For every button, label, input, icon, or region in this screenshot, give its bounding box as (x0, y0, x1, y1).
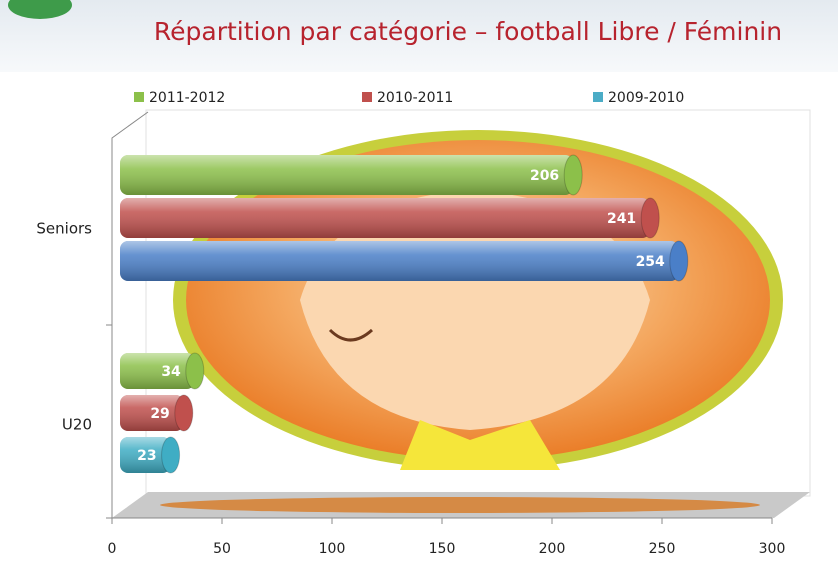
bar-cap (161, 436, 181, 474)
legend-swatch (134, 92, 144, 102)
x-tick-label: 150 (429, 541, 456, 557)
picture-smile (328, 328, 374, 342)
legend-swatch (362, 92, 372, 102)
bar-cap (640, 197, 660, 239)
x-tick-label: 200 (539, 541, 566, 557)
y-axis (111, 111, 149, 518)
logo (8, 0, 72, 19)
legend-swatch (593, 92, 603, 102)
x-tick-label: 100 (319, 541, 346, 557)
bar-cap (185, 352, 205, 390)
value-label: 23 (137, 448, 156, 464)
bar-cap (563, 154, 583, 196)
bar-shine (120, 241, 679, 281)
x-tick-label: 300 (759, 541, 786, 557)
floor-reflection (160, 497, 760, 513)
value-label: 254 (636, 254, 665, 270)
bar-shine (120, 155, 574, 195)
value-label: 206 (530, 168, 559, 184)
y-tick-label: U20 (62, 416, 92, 434)
legend-label: 2010-2011 (377, 90, 453, 106)
legend-label: 2009-2010 (608, 90, 684, 106)
y-tick-label: Seniors (36, 220, 92, 238)
bar-shine (120, 437, 171, 473)
x-tick-label: 50 (213, 541, 231, 557)
header-band (0, 0, 838, 72)
bar-shine (120, 395, 184, 431)
bar-cap (669, 240, 689, 282)
value-label: 29 (150, 406, 169, 422)
bar-shine (120, 198, 651, 238)
legend-label: 2011-2012 (149, 90, 225, 106)
value-label: 241 (607, 211, 636, 227)
x-tick-label: 250 (649, 541, 676, 557)
bar-cap (174, 394, 194, 432)
chart-title: Répartition par catégorie – football Lib… (154, 17, 782, 46)
value-label: 34 (161, 364, 181, 380)
picture-shirt (400, 420, 560, 470)
x-tick-label: 0 (108, 541, 117, 557)
bar-shine (120, 353, 195, 389)
